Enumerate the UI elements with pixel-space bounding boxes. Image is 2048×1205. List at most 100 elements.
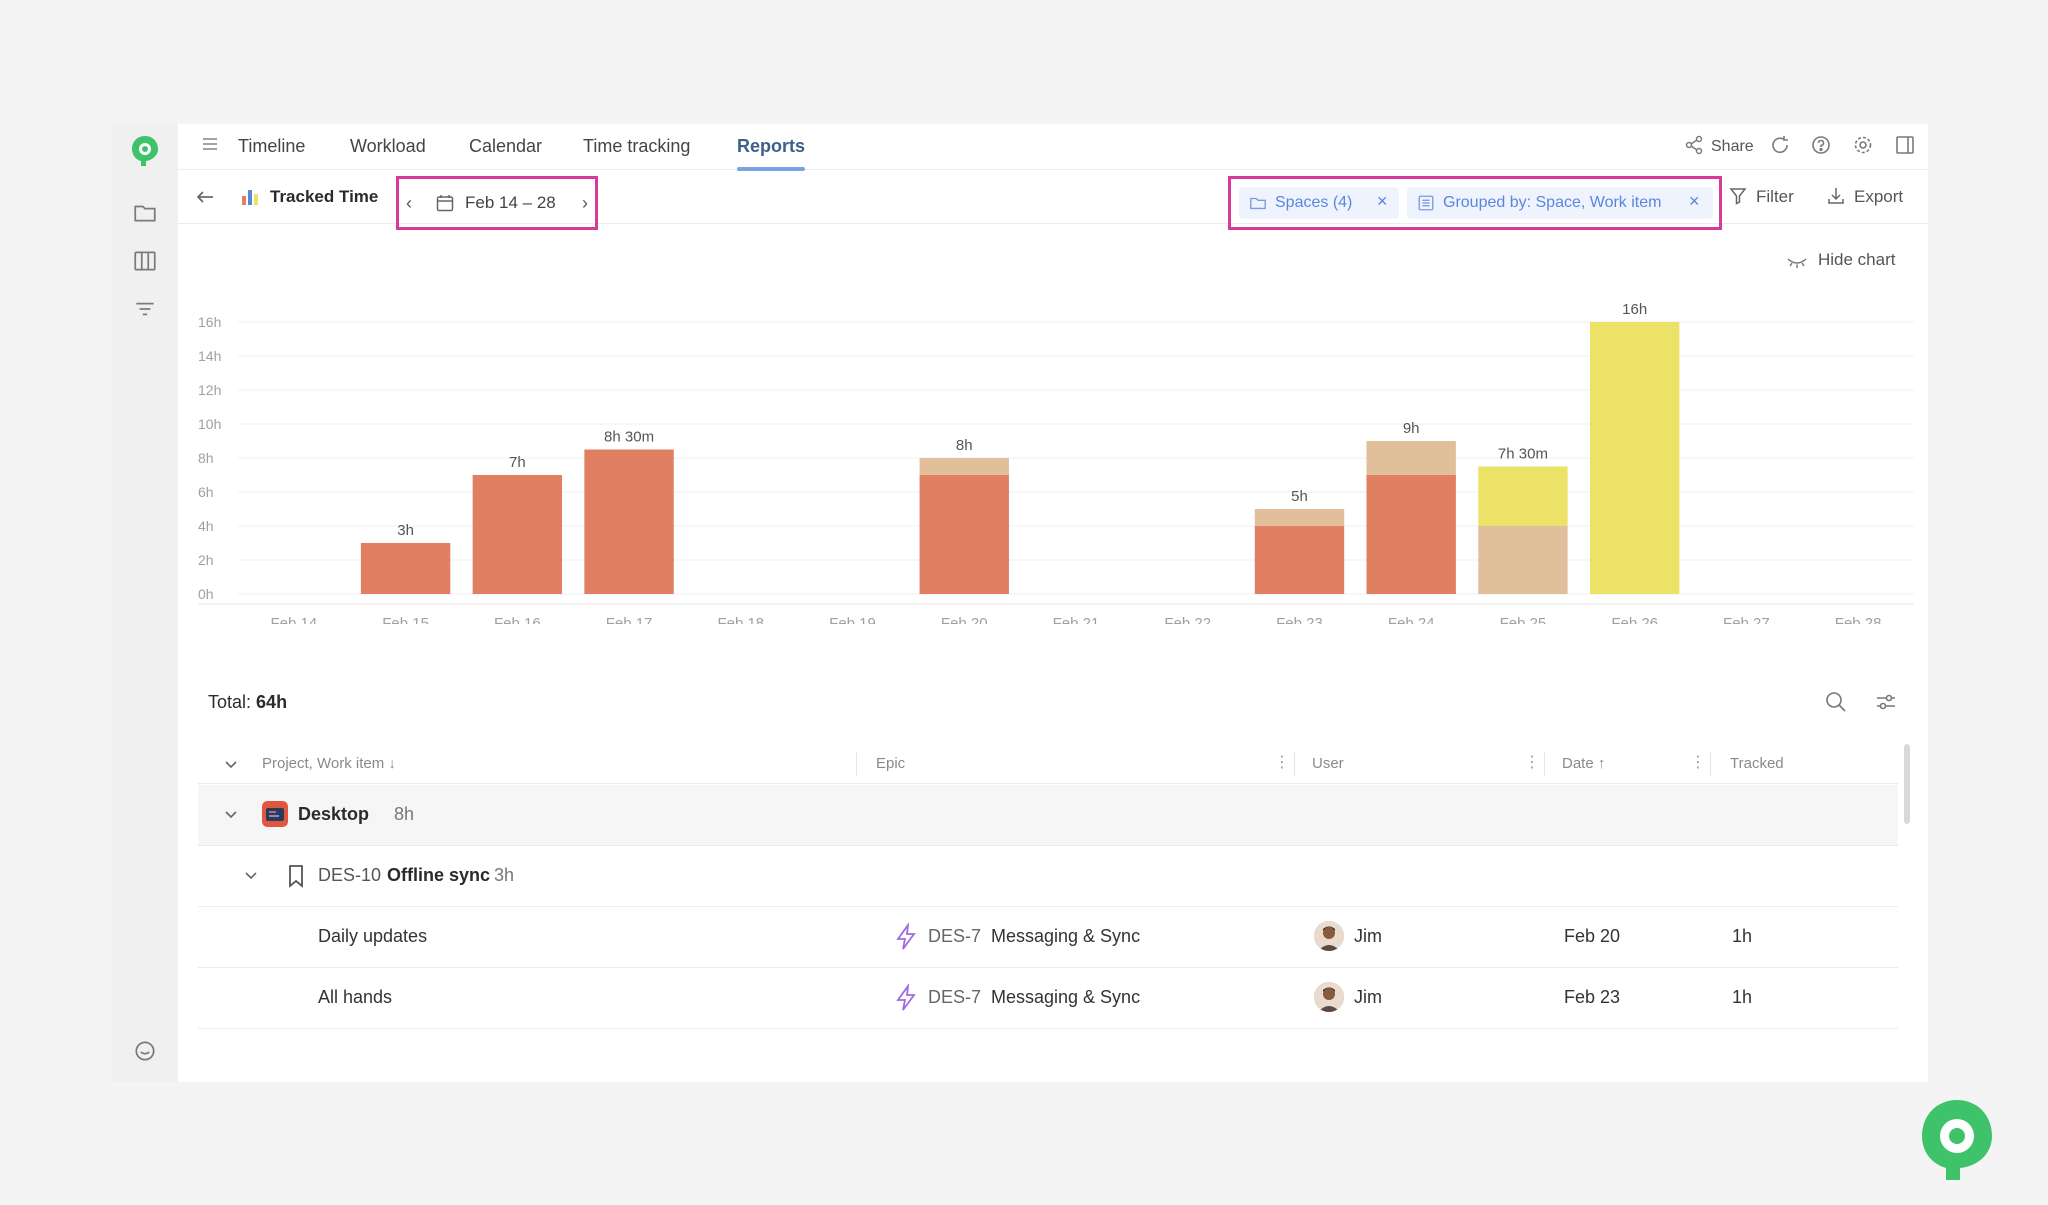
epic-name[interactable]: Messaging & Sync <box>991 987 1141 1007</box>
export-button[interactable]: Export <box>1854 187 1904 206</box>
epic-column-menu-icon[interactable]: ⋮ <box>1274 754 1290 771</box>
calendar-icon[interactable] <box>435 193 455 213</box>
tab-reports[interactable]: Reports <box>737 136 806 171</box>
bar-segment <box>1478 466 1568 526</box>
folder-icon <box>1250 197 1266 210</box>
remove-group-by-icon[interactable]: × <box>1689 191 1700 211</box>
share-icon[interactable] <box>1684 135 1704 155</box>
bar-segment <box>919 458 1009 475</box>
entry-name: Daily updates <box>318 926 428 946</box>
spaces-filter-chip[interactable]: Spaces (4) × <box>1239 187 1399 219</box>
share-button[interactable]: Share <box>1711 138 1754 155</box>
entry-date: Feb 23 <box>1564 987 1621 1007</box>
y-tick-label: 6h <box>198 484 214 500</box>
table-row[interactable]: Daily updates DES-7 Messaging & Sync Jim… <box>198 907 1898 968</box>
bar-segment <box>472 475 563 594</box>
project-icon <box>262 801 288 827</box>
tracked-time-chart: 0h 2h 4h 6h 8h 10h 12h 14h 16h Feb 14 Feb 15 3h Feb … <box>198 301 1914 624</box>
bar-data-label: 9h <box>1403 420 1420 437</box>
x-tick-label: Feb 18 <box>717 615 764 624</box>
total-summary: Total: 64h <box>208 692 287 713</box>
y-tick-label: 14h <box>198 348 221 364</box>
previous-period-button[interactable]: ‹ <box>406 193 412 213</box>
column-header-epic[interactable]: Epic <box>876 755 906 772</box>
eye-closed-icon[interactable] <box>1786 254 1808 270</box>
entry-tracked[interactable]: 1h <box>1732 926 1753 946</box>
epic-name[interactable]: Messaging & Sync <box>991 926 1141 946</box>
folder-icon[interactable] <box>132 200 158 226</box>
total-value: 64h <box>256 692 288 712</box>
chevron-down-icon[interactable] <box>242 866 260 884</box>
bar-segment <box>1254 526 1345 594</box>
y-tick-label: 4h <box>198 518 214 534</box>
bar-data-label: 5h <box>1291 488 1308 505</box>
y-tick-label: 8h <box>198 450 214 466</box>
tab-time-tracking[interactable]: Time tracking <box>583 136 691 156</box>
collapse-all-icon[interactable] <box>222 755 240 773</box>
tab-timeline[interactable]: Timeline <box>238 136 306 156</box>
work-item-key: DES-10 <box>318 865 382 885</box>
bar-segment <box>919 475 1009 594</box>
work-item-time: 3h <box>494 865 515 885</box>
group-by-chip[interactable]: Grouped by: Space, Work item × <box>1407 187 1713 219</box>
entry-tracked[interactable]: 1h <box>1732 987 1753 1007</box>
column-divider <box>856 752 857 776</box>
y-tick-label: 2h <box>198 552 214 568</box>
tab-workload[interactable]: Workload <box>350 136 426 156</box>
tab-calendar[interactable]: Calendar <box>469 136 543 156</box>
x-tick-label: Feb 25 <box>1500 615 1547 624</box>
top-navigation: Timeline Workload Calendar Time tracking… <box>178 124 1928 171</box>
board-icon[interactable] <box>132 248 158 274</box>
table-settings-icon[interactable] <box>1874 690 1898 714</box>
spaces-chip-label: Spaces (4) <box>1275 194 1353 211</box>
y-tick-label: 0h <box>198 586 214 602</box>
chevron-down-icon[interactable] <box>222 805 240 823</box>
bookmark-icon <box>289 865 303 888</box>
refresh-icon[interactable] <box>1769 134 1791 156</box>
bar-data-label: 16h <box>1622 301 1647 318</box>
work-item-row[interactable]: DES-10 Offline sync 3h <box>198 846 1898 907</box>
user-name: Jim <box>1354 926 1382 946</box>
filter-icon[interactable] <box>132 296 158 322</box>
settings-icon[interactable] <box>1852 134 1874 156</box>
next-period-button[interactable]: › <box>582 193 588 213</box>
back-arrow-icon[interactable] <box>194 186 216 208</box>
column-header-user[interactable]: User <box>1312 755 1344 772</box>
table-scrollbar[interactable] <box>1904 744 1910 824</box>
x-tick-label: Feb 16 <box>494 615 541 624</box>
bar-data-label: 7h 30m <box>1498 446 1548 463</box>
bar-chart-icon <box>242 190 258 205</box>
bar-segment <box>1366 441 1456 475</box>
search-icon[interactable] <box>1824 690 1848 714</box>
panel-toggle-icon[interactable] <box>1894 134 1916 156</box>
column-header-project[interactable]: Project, Work item ↓ <box>262 755 396 772</box>
export-icon[interactable] <box>1826 186 1846 206</box>
help-icon[interactable] <box>1810 134 1832 156</box>
filter-icon[interactable] <box>1728 186 1748 206</box>
column-divider <box>1294 752 1295 776</box>
date-column-menu-icon[interactable]: ⋮ <box>1690 754 1706 771</box>
table-row[interactable]: All hands DES-7 Messaging & Sync Jim Feb… <box>198 968 1898 1029</box>
column-divider <box>1544 752 1545 776</box>
chat-icon[interactable] <box>132 1038 158 1064</box>
app-logo-icon[interactable] <box>130 134 160 168</box>
x-tick-label: Feb 27 <box>1723 615 1770 624</box>
x-tick-label: Feb 21 <box>1053 615 1100 624</box>
date-range-label[interactable]: Feb 14 – 28 <box>465 193 556 212</box>
hide-chart-button[interactable]: Hide chart <box>1818 250 1896 269</box>
epic-key: DES-7 <box>928 926 982 946</box>
column-header-date[interactable]: Date ↑ <box>1562 755 1606 772</box>
filter-button[interactable]: Filter <box>1756 187 1794 206</box>
user-column-menu-icon[interactable]: ⋮ <box>1524 754 1540 771</box>
bar-data-label: 8h <box>956 437 973 454</box>
work-item-name[interactable]: Offline sync <box>387 865 491 885</box>
menu-icon[interactable] <box>200 134 220 154</box>
group-row-desktop[interactable]: Desktop 8h <box>198 785 1898 846</box>
entry-date: Feb 20 <box>1564 926 1621 946</box>
column-header-tracked[interactable]: Tracked <box>1730 755 1784 772</box>
y-tick-label: 12h <box>198 382 221 398</box>
y-tick-label: 16h <box>198 314 221 330</box>
group-by-chip-label: Grouped by: Space, Work item <box>1443 194 1662 211</box>
x-tick-label: Feb 19 <box>829 615 876 624</box>
remove-spaces-filter-icon[interactable]: × <box>1377 191 1388 211</box>
